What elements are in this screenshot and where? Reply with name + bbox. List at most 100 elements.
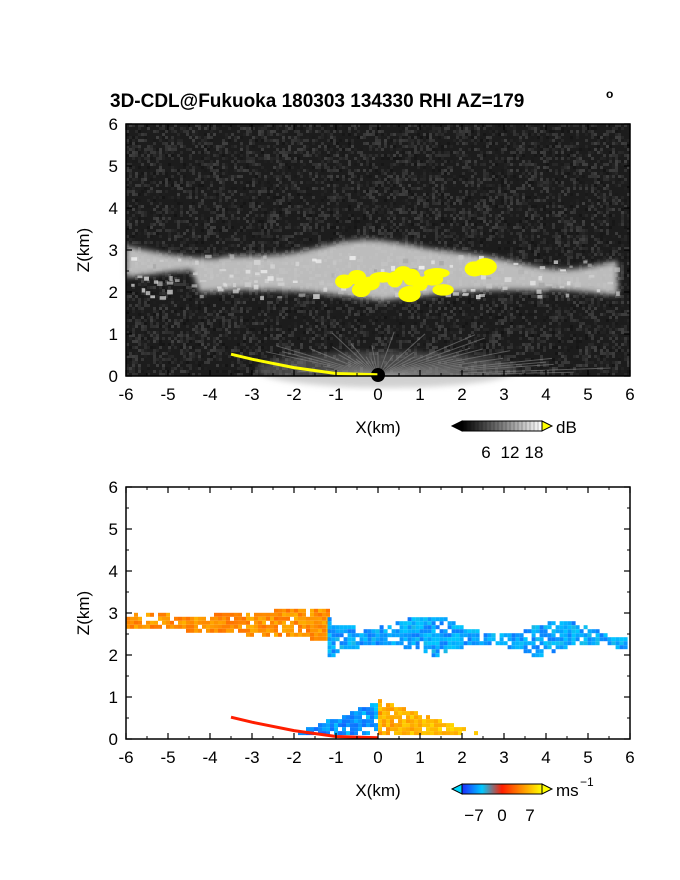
noise-cell [486,184,489,187]
noise-cell [537,229,540,232]
noise-cell [495,241,498,244]
noise-cell [372,235,375,238]
noise-cell [441,169,444,172]
noise-cell [222,124,225,127]
noise-cell [483,166,486,169]
noise-cell [453,211,456,214]
noise-cell [243,226,246,229]
noise-cell [186,229,189,232]
noise-cell [627,166,630,169]
noise-cell [213,205,216,208]
noise-cell [456,142,459,145]
noise-cell [537,163,540,166]
noise-cell [414,241,417,244]
noise-cell [171,187,174,190]
noise-cell [492,226,495,229]
noise-cell [225,247,228,250]
noise-cell [180,253,183,256]
noise-cell [129,217,132,220]
noise-cell [141,283,144,286]
noise-cell [375,184,378,187]
noise-cell [267,250,270,253]
noise-cell [444,202,447,205]
noise-cell [162,142,165,145]
noise-cell [423,142,426,145]
noise-cell [384,235,387,238]
noise-cell [558,259,561,262]
noise-cell [498,241,501,244]
noise-cell [621,181,624,184]
noise-cell [345,148,348,151]
noise-cell [402,127,405,130]
noise-cell [351,175,354,178]
noise-cell [162,247,165,250]
noise-cell [222,217,225,220]
noise-cell [333,199,336,202]
noise-cell [234,175,237,178]
noise-cell [297,169,300,172]
noise-cell [546,205,549,208]
noise-cell [606,139,609,142]
noise-cell [576,256,579,259]
noise-cell [165,280,168,283]
noise-cell [378,229,381,232]
noise-cell [501,229,504,232]
noise-cell [282,133,285,136]
noise-cell [516,187,519,190]
noise-cell [159,211,162,214]
noise-cell [276,124,279,127]
noise-cell [483,214,486,217]
noise-cell [513,124,516,127]
noise-cell [456,154,459,157]
noise-cell [168,238,171,241]
noise-cell [234,232,237,235]
noise-cell [138,223,141,226]
noise-cell [291,235,294,238]
noise-cell [609,250,612,253]
noise-cell [279,181,282,184]
noise-cell [606,217,609,220]
noise-cell [621,259,624,262]
noise-cell [558,247,561,250]
noise-cell [456,202,459,205]
noise-cell [150,235,153,238]
noise-cell [264,169,267,172]
noise-cell [363,217,366,220]
noise-cell [222,145,225,148]
noise-cell [588,208,591,211]
noise-cell [327,208,330,211]
noise-cell [618,157,621,160]
noise-cell [555,145,558,148]
noise-cell [519,235,522,238]
noise-cell [216,217,219,220]
noise-cell [135,193,138,196]
noise-cell [264,124,267,127]
noise-cell [432,151,435,154]
noise-cell [432,199,435,202]
noise-cell [204,163,207,166]
noise-cell [507,193,510,196]
noise-cell [183,271,186,274]
noise-cell [552,133,555,136]
noise-cell [246,235,249,238]
noise-cell [297,145,300,148]
noise-cell [258,226,261,229]
noise-cell [429,241,432,244]
noise-cell [297,151,300,154]
noise-cell [609,190,612,193]
noise-cell [570,178,573,181]
noise-cell [198,184,201,187]
noise-cell [423,202,426,205]
noise-cell [243,238,246,241]
noise-cell [612,199,615,202]
noise-cell [171,151,174,154]
noise-cell [369,148,372,151]
noise-cell [168,250,171,253]
noise-cell [618,181,621,184]
noise-cell [243,133,246,136]
noise-cell [339,181,342,184]
noise-cell [138,217,141,220]
noise-cell [576,226,579,229]
noise-cell [621,256,624,259]
noise-cell [426,232,429,235]
